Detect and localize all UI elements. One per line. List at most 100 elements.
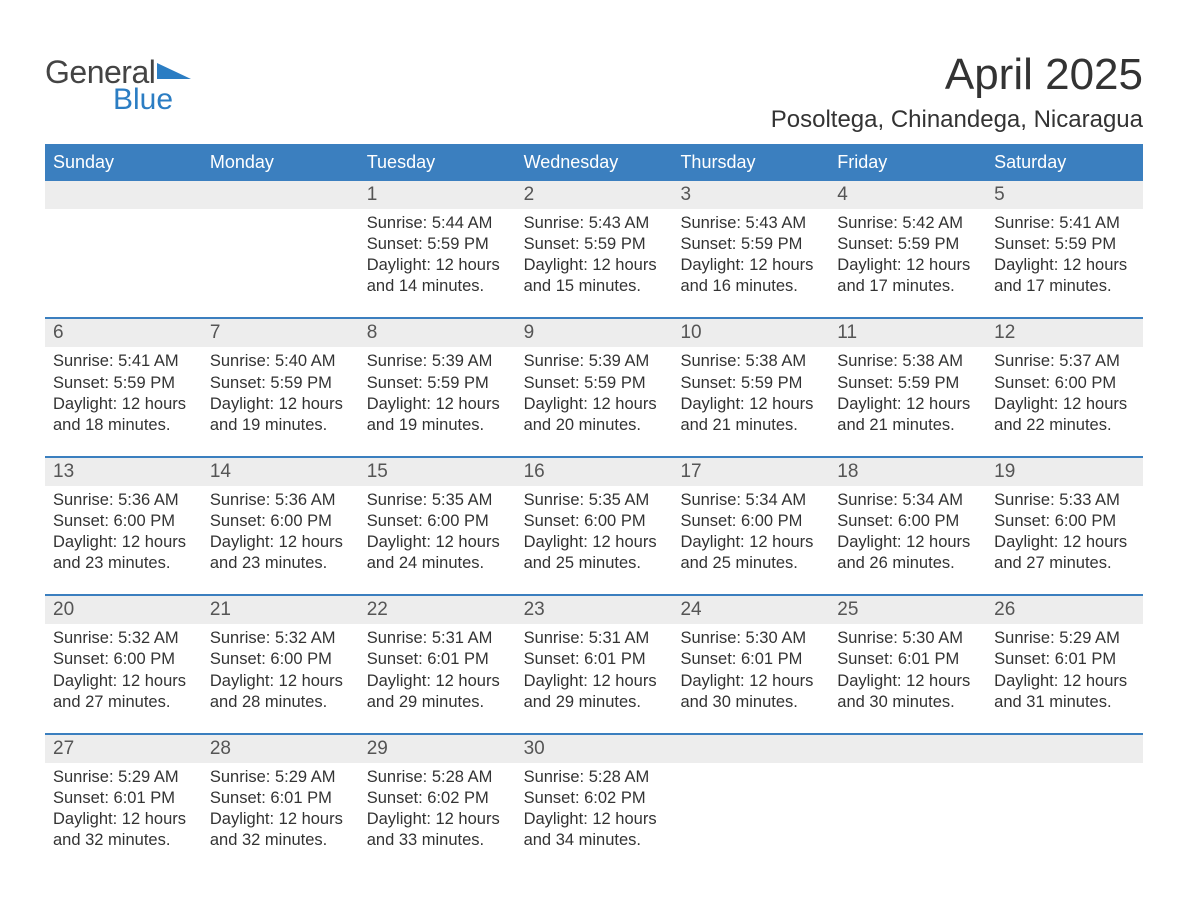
daylight-text: Daylight: 12 hours and 28 minutes. — [210, 671, 351, 713]
day-cell: Sunrise: 5:44 AMSunset: 5:59 PMDaylight:… — [359, 209, 516, 305]
daylight-text: Daylight: 12 hours and 29 minutes. — [524, 671, 665, 713]
day-cell: Sunrise: 5:28 AMSunset: 6:02 PMDaylight:… — [516, 763, 673, 859]
sunrise-text: Sunrise: 5:33 AM — [994, 490, 1135, 511]
sunset-text: Sunset: 5:59 PM — [994, 234, 1135, 255]
sunrise-text: Sunrise: 5:30 AM — [837, 628, 978, 649]
day-number: 5 — [986, 181, 1143, 209]
sunrise-text: Sunrise: 5:32 AM — [53, 628, 194, 649]
day-number — [829, 735, 986, 763]
day-number: 7 — [202, 319, 359, 347]
sunset-text: Sunset: 6:00 PM — [53, 511, 194, 532]
detail-row: Sunrise: 5:36 AMSunset: 6:00 PMDaylight:… — [45, 486, 1143, 582]
sunrise-text: Sunrise: 5:34 AM — [680, 490, 821, 511]
sunset-text: Sunset: 5:59 PM — [837, 373, 978, 394]
daylight-text: Daylight: 12 hours and 14 minutes. — [367, 255, 508, 297]
day-cell: Sunrise: 5:30 AMSunset: 6:01 PMDaylight:… — [672, 624, 829, 720]
dow-label: Friday — [829, 144, 986, 181]
day-cell: Sunrise: 5:30 AMSunset: 6:01 PMDaylight:… — [829, 624, 986, 720]
day-number: 4 — [829, 181, 986, 209]
sunrise-text: Sunrise: 5:41 AM — [994, 213, 1135, 234]
day-number: 3 — [672, 181, 829, 209]
day-cell: Sunrise: 5:36 AMSunset: 6:00 PMDaylight:… — [45, 486, 202, 582]
day-cell: Sunrise: 5:32 AMSunset: 6:00 PMDaylight:… — [45, 624, 202, 720]
day-cell — [202, 209, 359, 305]
day-number: 10 — [672, 319, 829, 347]
day-number: 16 — [516, 458, 673, 486]
dow-label: Wednesday — [516, 144, 673, 181]
location-subtitle: Posoltega, Chinandega, Nicaragua — [771, 106, 1143, 134]
day-cell: Sunrise: 5:39 AMSunset: 5:59 PMDaylight:… — [516, 347, 673, 443]
sunrise-text: Sunrise: 5:44 AM — [367, 213, 508, 234]
sunset-text: Sunset: 6:01 PM — [210, 788, 351, 809]
sunset-text: Sunset: 6:00 PM — [210, 649, 351, 670]
day-number: 27 — [45, 735, 202, 763]
daylight-text: Daylight: 12 hours and 25 minutes. — [680, 532, 821, 574]
sunrise-text: Sunrise: 5:29 AM — [53, 767, 194, 788]
day-cell: Sunrise: 5:41 AMSunset: 5:59 PMDaylight:… — [45, 347, 202, 443]
detail-row: Sunrise: 5:32 AMSunset: 6:00 PMDaylight:… — [45, 624, 1143, 720]
day-number: 8 — [359, 319, 516, 347]
detail-row: Sunrise: 5:29 AMSunset: 6:01 PMDaylight:… — [45, 763, 1143, 859]
dow-label: Tuesday — [359, 144, 516, 181]
sunset-text: Sunset: 5:59 PM — [524, 234, 665, 255]
sunset-text: Sunset: 6:01 PM — [680, 649, 821, 670]
dow-label: Thursday — [672, 144, 829, 181]
detail-row: Sunrise: 5:44 AMSunset: 5:59 PMDaylight:… — [45, 209, 1143, 305]
day-cell: Sunrise: 5:43 AMSunset: 5:59 PMDaylight:… — [516, 209, 673, 305]
day-cell: Sunrise: 5:40 AMSunset: 5:59 PMDaylight:… — [202, 347, 359, 443]
daylight-text: Daylight: 12 hours and 19 minutes. — [367, 394, 508, 436]
dow-label: Saturday — [986, 144, 1143, 181]
sunset-text: Sunset: 6:01 PM — [53, 788, 194, 809]
week-block: 27282930Sunrise: 5:29 AMSunset: 6:01 PMD… — [45, 735, 1143, 859]
daylight-text: Daylight: 12 hours and 32 minutes. — [53, 809, 194, 851]
sunset-text: Sunset: 5:59 PM — [524, 373, 665, 394]
sunrise-text: Sunrise: 5:34 AM — [837, 490, 978, 511]
daylight-text: Daylight: 12 hours and 20 minutes. — [524, 394, 665, 436]
day-cell: Sunrise: 5:31 AMSunset: 6:01 PMDaylight:… — [359, 624, 516, 720]
day-number: 30 — [516, 735, 673, 763]
day-number: 19 — [986, 458, 1143, 486]
daynum-bar: 27282930 — [45, 735, 1143, 763]
day-cell: Sunrise: 5:34 AMSunset: 6:00 PMDaylight:… — [672, 486, 829, 582]
daylight-text: Daylight: 12 hours and 30 minutes. — [680, 671, 821, 713]
sunrise-text: Sunrise: 5:39 AM — [524, 351, 665, 372]
sunset-text: Sunset: 6:00 PM — [367, 511, 508, 532]
daylight-text: Daylight: 12 hours and 34 minutes. — [524, 809, 665, 851]
sunset-text: Sunset: 6:00 PM — [524, 511, 665, 532]
day-number — [202, 181, 359, 209]
daylight-text: Daylight: 12 hours and 16 minutes. — [680, 255, 821, 297]
day-cell: Sunrise: 5:35 AMSunset: 6:00 PMDaylight:… — [359, 486, 516, 582]
week-block: 20212223242526Sunrise: 5:32 AMSunset: 6:… — [45, 596, 1143, 720]
sunset-text: Sunset: 5:59 PM — [367, 234, 508, 255]
sunset-text: Sunset: 6:00 PM — [210, 511, 351, 532]
day-number: 22 — [359, 596, 516, 624]
daylight-text: Daylight: 12 hours and 21 minutes. — [837, 394, 978, 436]
logo-word2: Blue — [113, 83, 191, 117]
day-number: 29 — [359, 735, 516, 763]
daylight-text: Daylight: 12 hours and 24 minutes. — [367, 532, 508, 574]
day-number: 11 — [829, 319, 986, 347]
daylight-text: Daylight: 12 hours and 25 minutes. — [524, 532, 665, 574]
day-cell: Sunrise: 5:39 AMSunset: 5:59 PMDaylight:… — [359, 347, 516, 443]
sunset-text: Sunset: 5:59 PM — [210, 373, 351, 394]
day-cell: Sunrise: 5:33 AMSunset: 6:00 PMDaylight:… — [986, 486, 1143, 582]
sunrise-text: Sunrise: 5:36 AM — [210, 490, 351, 511]
daylight-text: Daylight: 12 hours and 17 minutes. — [994, 255, 1135, 297]
day-number: 9 — [516, 319, 673, 347]
daynum-bar: 13141516171819 — [45, 458, 1143, 486]
day-number: 15 — [359, 458, 516, 486]
sunset-text: Sunset: 5:59 PM — [680, 373, 821, 394]
detail-row: Sunrise: 5:41 AMSunset: 5:59 PMDaylight:… — [45, 347, 1143, 443]
sunset-text: Sunset: 6:01 PM — [994, 649, 1135, 670]
sunset-text: Sunset: 6:02 PM — [524, 788, 665, 809]
sunrise-text: Sunrise: 5:29 AM — [994, 628, 1135, 649]
sunrise-text: Sunrise: 5:29 AM — [210, 767, 351, 788]
day-number — [672, 735, 829, 763]
daylight-text: Daylight: 12 hours and 23 minutes. — [53, 532, 194, 574]
day-number: 25 — [829, 596, 986, 624]
day-number: 17 — [672, 458, 829, 486]
day-number: 26 — [986, 596, 1143, 624]
day-cell: Sunrise: 5:43 AMSunset: 5:59 PMDaylight:… — [672, 209, 829, 305]
sunset-text: Sunset: 5:59 PM — [53, 373, 194, 394]
daylight-text: Daylight: 12 hours and 19 minutes. — [210, 394, 351, 436]
